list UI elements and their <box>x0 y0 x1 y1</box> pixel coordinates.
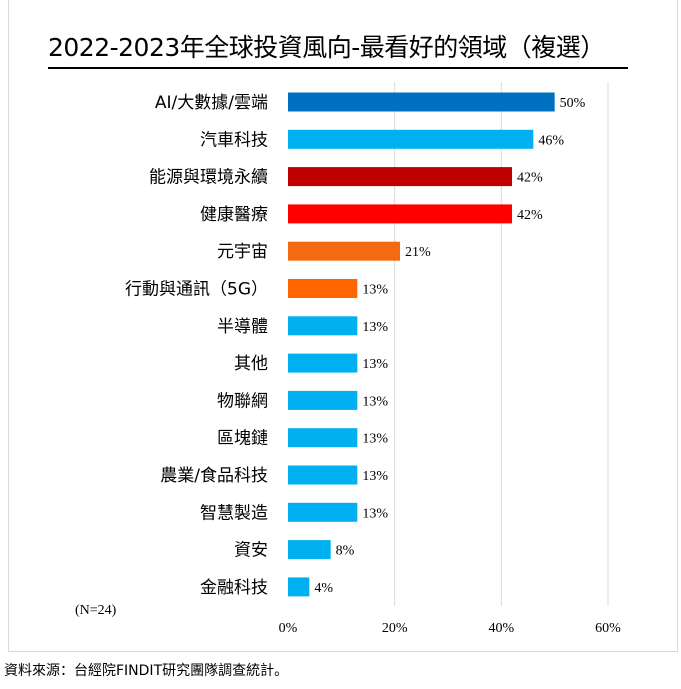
value-label: 13% <box>362 283 388 298</box>
value-label: 8% <box>336 544 355 559</box>
chart-title: 2022-2023年全球投資風向-最看好的領域（複選） <box>48 33 605 62</box>
bar <box>288 428 358 448</box>
category-label: 半導體 <box>217 317 268 337</box>
category-label: 農業/食品科技 <box>160 466 268 486</box>
bar <box>288 279 358 298</box>
bar <box>288 353 358 373</box>
category-label: 物聯網 <box>217 391 268 411</box>
bar <box>288 92 555 112</box>
bar <box>288 502 358 522</box>
source-note: 資料來源：台經院FINDIT研究團隊調查統計。 <box>4 663 289 679</box>
bar <box>288 316 358 336</box>
title-underline <box>48 67 628 69</box>
category-label: 能源與環境永續 <box>149 168 268 188</box>
bar <box>288 577 310 597</box>
category-label: 資安 <box>234 541 268 561</box>
category-label: 元宇宙 <box>217 242 268 262</box>
value-label: 42% <box>517 208 543 223</box>
x-tick-label: 40% <box>488 621 514 636</box>
bar <box>288 390 358 410</box>
bar <box>288 540 331 560</box>
value-label: 13% <box>362 320 388 335</box>
value-label: 46% <box>538 133 564 148</box>
sample-size-note: (N=24) <box>75 603 117 618</box>
category-label: AI/大數據/雲端 <box>155 93 268 113</box>
category-label: 其他 <box>234 354 268 374</box>
value-label: 13% <box>362 394 388 409</box>
bar <box>288 465 358 485</box>
category-label: 區塊鏈 <box>217 429 268 449</box>
value-label: 42% <box>517 171 543 186</box>
category-label: 健康醫療 <box>200 205 268 225</box>
category-label: 行動與通訊（5G） <box>125 280 268 300</box>
value-label: 4% <box>314 581 333 596</box>
x-tick-label: 20% <box>382 621 408 636</box>
chart-frame <box>8 0 678 652</box>
x-tick-label: 60% <box>595 621 621 636</box>
x-tick-label: 0% <box>279 621 298 636</box>
value-label: 50% <box>560 96 586 111</box>
bar <box>288 241 400 261</box>
value-label: 13% <box>362 469 388 484</box>
value-label: 13% <box>362 506 388 521</box>
value-label: 13% <box>362 357 388 372</box>
bar <box>288 204 512 224</box>
value-label: 21% <box>405 245 431 260</box>
value-label: 13% <box>362 432 388 447</box>
category-label: 金融科技 <box>200 578 268 598</box>
bar <box>288 129 534 149</box>
bar <box>288 167 512 187</box>
category-label: 汽車科技 <box>200 130 268 150</box>
category-label: 智慧製造 <box>200 503 268 523</box>
